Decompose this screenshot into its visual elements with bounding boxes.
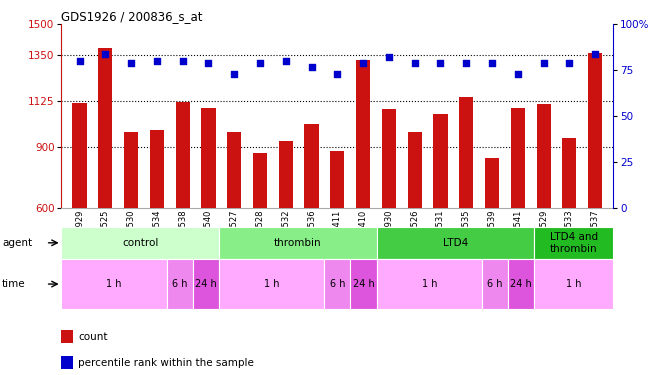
Text: 24 h: 24 h: [510, 279, 532, 289]
Point: [409, 60, 420, 66]
Bar: [253, 153, 267, 331]
Bar: [356, 60, 370, 331]
Bar: [305, 124, 319, 331]
Text: 1 h: 1 h: [566, 279, 582, 289]
Bar: [61, 227, 219, 259]
Point: [358, 60, 369, 66]
Bar: [377, 227, 534, 259]
Bar: [279, 141, 293, 331]
Bar: [193, 259, 219, 309]
Point: [435, 60, 446, 66]
Bar: [534, 259, 613, 309]
Point: [512, 71, 523, 77]
Point: [126, 60, 136, 66]
Bar: [124, 132, 138, 331]
Bar: [98, 48, 112, 331]
Point: [590, 51, 601, 57]
Bar: [382, 109, 396, 331]
Bar: [377, 259, 482, 309]
Text: thrombin: thrombin: [274, 238, 322, 248]
Bar: [330, 151, 345, 331]
Text: percentile rank within the sample: percentile rank within the sample: [78, 358, 254, 368]
Bar: [201, 108, 216, 331]
Bar: [588, 53, 603, 331]
Text: LTD4 and
thrombin: LTD4 and thrombin: [550, 232, 598, 254]
Point: [100, 51, 111, 57]
Bar: [176, 102, 190, 331]
Bar: [227, 132, 241, 331]
Text: LTD4: LTD4: [443, 238, 468, 248]
Point: [255, 60, 265, 66]
Point: [177, 58, 188, 64]
Text: 1 h: 1 h: [106, 279, 122, 289]
Text: time: time: [2, 279, 25, 289]
Bar: [150, 129, 164, 331]
Bar: [511, 108, 525, 331]
Bar: [61, 259, 166, 309]
Bar: [534, 227, 613, 259]
Point: [306, 64, 317, 70]
Text: 1 h: 1 h: [422, 279, 437, 289]
Bar: [324, 259, 351, 309]
Text: control: control: [122, 238, 158, 248]
Point: [538, 60, 549, 66]
Bar: [482, 259, 508, 309]
Bar: [219, 259, 324, 309]
Point: [74, 58, 85, 64]
Bar: [562, 138, 576, 331]
Point: [229, 71, 240, 77]
Point: [332, 71, 343, 77]
Bar: [166, 259, 193, 309]
Text: 24 h: 24 h: [195, 279, 217, 289]
Bar: [72, 103, 87, 331]
Point: [487, 60, 498, 66]
Text: 6 h: 6 h: [487, 279, 503, 289]
Bar: [407, 132, 422, 331]
Text: GDS1926 / 200836_s_at: GDS1926 / 200836_s_at: [61, 10, 203, 23]
Bar: [459, 97, 474, 331]
Text: count: count: [78, 332, 108, 342]
Bar: [434, 114, 448, 331]
Bar: [536, 104, 550, 331]
Bar: [485, 158, 499, 331]
Point: [152, 58, 162, 64]
Text: 24 h: 24 h: [353, 279, 375, 289]
Bar: [351, 259, 377, 309]
Point: [383, 54, 394, 60]
Point: [281, 58, 291, 64]
Text: 6 h: 6 h: [172, 279, 188, 289]
Point: [564, 60, 574, 66]
Text: 1 h: 1 h: [264, 279, 279, 289]
Point: [461, 60, 472, 66]
Point: [203, 60, 214, 66]
Bar: [219, 227, 377, 259]
Text: agent: agent: [2, 238, 32, 248]
Text: 6 h: 6 h: [329, 279, 345, 289]
Bar: [508, 259, 534, 309]
